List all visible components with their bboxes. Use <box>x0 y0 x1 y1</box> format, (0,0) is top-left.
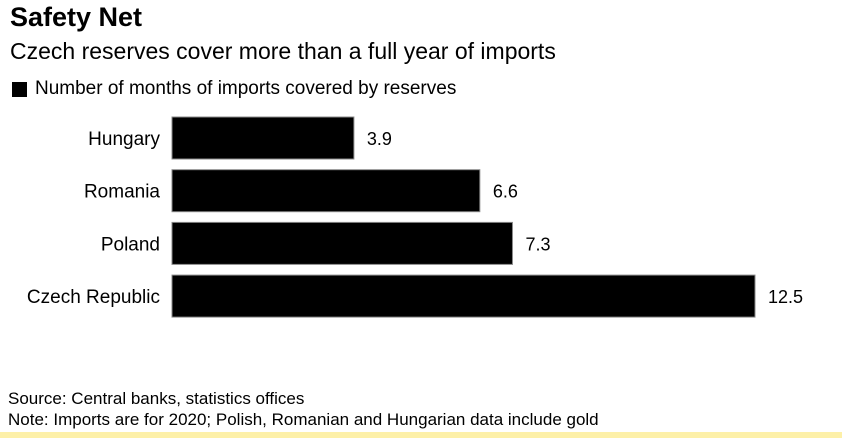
value-label: 7.3 <box>525 234 550 254</box>
category-label: Poland <box>101 234 160 255</box>
bottom-strip <box>0 432 842 438</box>
category-label: Hungary <box>88 129 160 150</box>
legend-swatch <box>12 82 27 97</box>
bar <box>172 222 512 264</box>
value-label: 6.6 <box>493 182 518 202</box>
chart-subtitle: Czech reserves cover more than a full ye… <box>10 38 556 65</box>
chart-title: Safety Net <box>10 2 142 33</box>
category-label: Czech Republic <box>27 287 160 308</box>
value-label: 12.5 <box>768 287 803 307</box>
footnote: Note: Imports are for 2020; Polish, Roma… <box>8 410 599 430</box>
source-note: Source: Central banks, statistics office… <box>8 389 304 409</box>
bar <box>172 170 480 212</box>
legend-label: Number of months of imports covered by r… <box>35 78 456 100</box>
bar-chart: Hungary 3.9 Romania 6.6 Poland 7.3 Czech Repub… <box>0 105 842 330</box>
value-label: 3.9 <box>367 129 392 149</box>
legend: Number of months of imports covered by r… <box>12 78 456 100</box>
bar <box>172 117 354 159</box>
category-label: Romania <box>84 182 160 203</box>
bar <box>172 275 755 317</box>
